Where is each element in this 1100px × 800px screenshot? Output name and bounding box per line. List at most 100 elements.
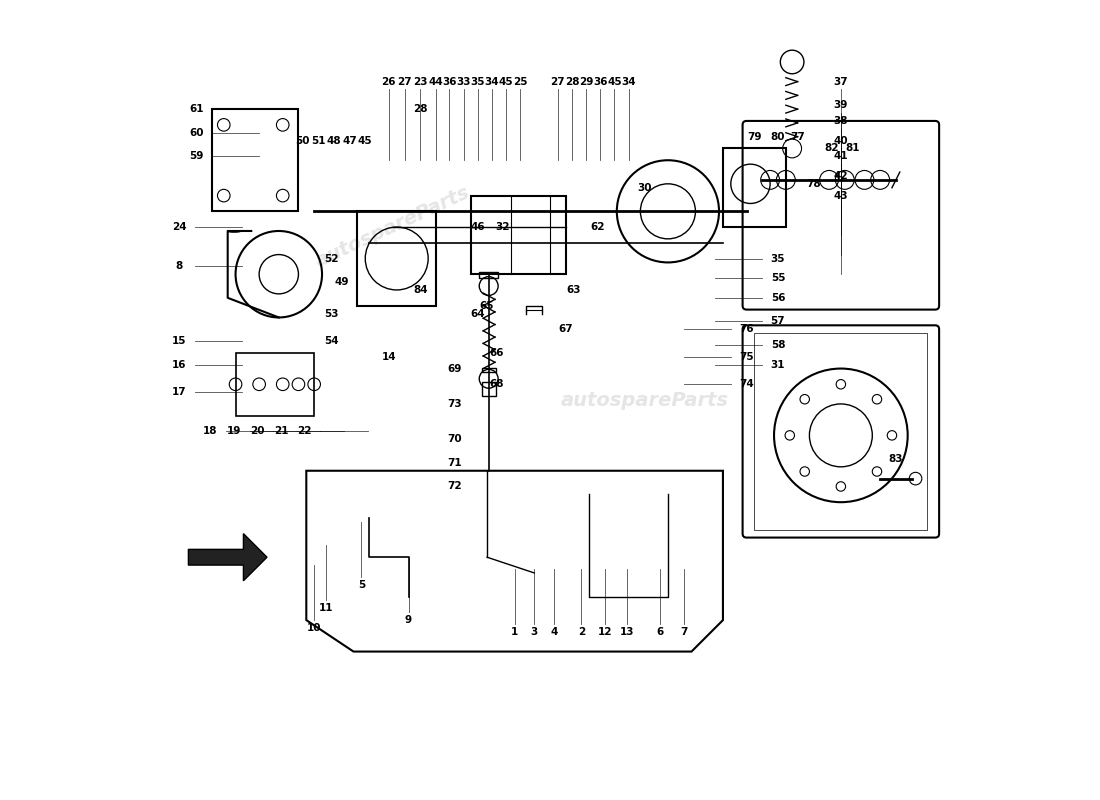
Text: 32: 32 — [496, 222, 510, 232]
Text: 80: 80 — [771, 132, 785, 142]
Text: 42: 42 — [834, 171, 848, 181]
Text: 73: 73 — [447, 399, 461, 409]
Text: 64: 64 — [471, 309, 485, 318]
Bar — [235, 353, 315, 416]
Text: 50: 50 — [295, 135, 309, 146]
Text: 20: 20 — [251, 426, 265, 437]
Text: 37: 37 — [834, 77, 848, 86]
Text: 33: 33 — [456, 77, 471, 86]
Text: 19: 19 — [227, 426, 241, 437]
Text: 56: 56 — [771, 293, 785, 303]
Text: 21: 21 — [274, 426, 288, 437]
Text: 54: 54 — [324, 336, 339, 346]
Text: 81: 81 — [846, 143, 860, 154]
Text: 30: 30 — [637, 182, 651, 193]
Text: 71: 71 — [447, 458, 461, 468]
Bar — [723, 149, 785, 227]
Text: 43: 43 — [834, 190, 848, 201]
Polygon shape — [188, 534, 267, 581]
Text: 8: 8 — [175, 262, 183, 271]
Text: 38: 38 — [834, 116, 848, 126]
Text: 28: 28 — [564, 77, 580, 86]
Text: 45: 45 — [498, 77, 514, 86]
Text: 2: 2 — [578, 627, 585, 637]
Bar — [480, 272, 498, 278]
Text: 75: 75 — [739, 352, 754, 362]
Text: 49: 49 — [334, 277, 349, 287]
Text: 44: 44 — [429, 77, 443, 86]
Text: 28: 28 — [412, 104, 428, 114]
Text: 4: 4 — [550, 627, 558, 637]
Text: 25: 25 — [513, 77, 527, 86]
Text: 51: 51 — [311, 135, 326, 146]
Text: 15: 15 — [172, 336, 186, 346]
Text: 39: 39 — [834, 100, 848, 110]
Text: 22: 22 — [297, 426, 312, 437]
Bar — [482, 382, 496, 396]
Text: 48: 48 — [327, 135, 341, 146]
Text: 57: 57 — [771, 316, 785, 326]
Text: 76: 76 — [739, 324, 754, 334]
Text: autospareParts: autospareParts — [312, 183, 473, 271]
Text: 17: 17 — [172, 387, 186, 397]
Text: 78: 78 — [806, 179, 821, 189]
Text: 79: 79 — [747, 132, 761, 142]
Text: 3: 3 — [530, 627, 538, 637]
Text: 63: 63 — [566, 285, 581, 295]
Text: 26: 26 — [382, 77, 396, 86]
Text: 10: 10 — [307, 623, 321, 633]
Text: 55: 55 — [771, 273, 785, 283]
Text: 46: 46 — [471, 222, 485, 232]
Text: 68: 68 — [490, 379, 504, 390]
Text: 34: 34 — [621, 77, 636, 86]
Text: 72: 72 — [447, 482, 461, 491]
Text: 74: 74 — [739, 379, 754, 390]
Text: 62: 62 — [590, 222, 604, 232]
Text: 24: 24 — [172, 222, 186, 232]
Text: 45: 45 — [607, 77, 621, 86]
Text: 84: 84 — [412, 285, 428, 295]
Text: 31: 31 — [771, 360, 785, 370]
Text: 34: 34 — [484, 77, 499, 86]
Text: 18: 18 — [204, 426, 218, 437]
Text: 36: 36 — [442, 77, 456, 86]
Text: 35: 35 — [771, 254, 785, 263]
Text: 12: 12 — [597, 627, 613, 637]
Text: 66: 66 — [490, 348, 504, 358]
Text: 27: 27 — [397, 77, 411, 86]
Text: 1: 1 — [512, 627, 518, 637]
Bar — [755, 333, 927, 530]
Text: 9: 9 — [405, 615, 412, 625]
Text: 6: 6 — [657, 627, 663, 637]
Text: 82: 82 — [824, 143, 838, 154]
Text: 58: 58 — [771, 340, 785, 350]
Text: 69: 69 — [447, 363, 461, 374]
Text: 60: 60 — [189, 128, 204, 138]
Text: 23: 23 — [412, 77, 428, 86]
Text: 45: 45 — [358, 135, 373, 146]
Bar — [212, 109, 298, 211]
Text: 77: 77 — [790, 132, 805, 142]
Text: 41: 41 — [834, 151, 848, 162]
Text: 59: 59 — [189, 151, 204, 162]
Text: 13: 13 — [619, 627, 635, 637]
Text: 14: 14 — [382, 352, 396, 362]
Text: 35: 35 — [471, 77, 485, 86]
Text: 40: 40 — [834, 135, 848, 146]
Text: 67: 67 — [559, 324, 573, 334]
Text: 61: 61 — [189, 104, 204, 114]
Text: autospareParts: autospareParts — [560, 390, 728, 410]
Text: 70: 70 — [447, 434, 461, 444]
Text: 11: 11 — [319, 603, 333, 614]
Text: 47: 47 — [342, 135, 356, 146]
Bar — [482, 368, 496, 373]
Text: 36: 36 — [593, 77, 607, 86]
Text: 5: 5 — [358, 580, 365, 590]
Text: 7: 7 — [680, 627, 688, 637]
Text: 16: 16 — [172, 360, 186, 370]
Text: 52: 52 — [324, 254, 339, 263]
Text: 29: 29 — [579, 77, 593, 86]
Text: 27: 27 — [550, 77, 565, 86]
Text: 65: 65 — [480, 301, 494, 310]
Bar — [358, 211, 436, 306]
